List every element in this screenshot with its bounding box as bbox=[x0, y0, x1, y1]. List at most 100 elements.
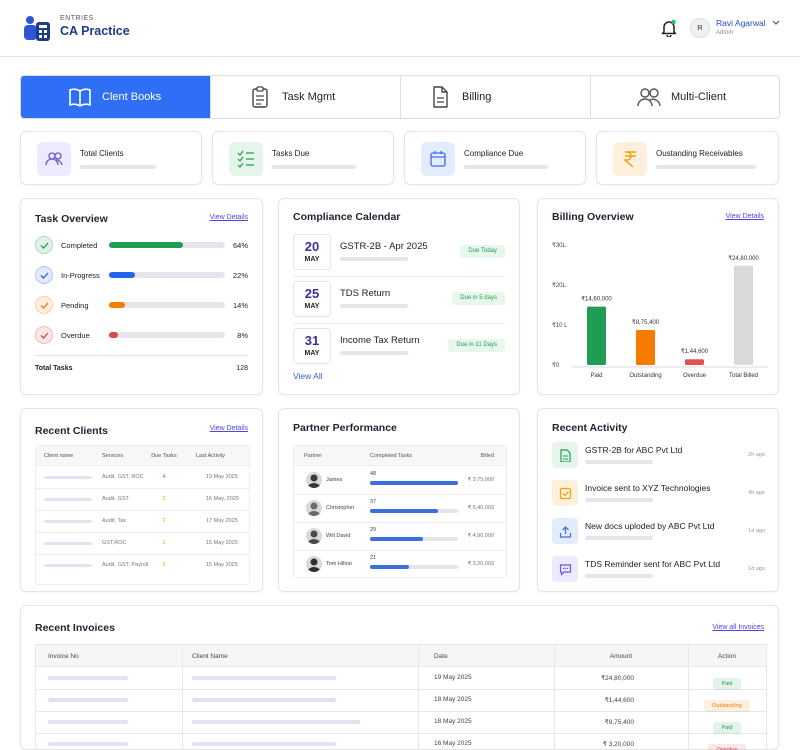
partner-panel: Partner Performance Partner Completed Task… bbox=[278, 408, 520, 592]
status-check bbox=[40, 332, 49, 339]
client-services: Audit, GST bbox=[102, 496, 129, 502]
placeholder-bar bbox=[44, 564, 92, 567]
tab[interactable]: Billing bbox=[400, 76, 591, 118]
view-link[interactable]: View all Invoices bbox=[712, 624, 764, 631]
row-divider bbox=[36, 711, 766, 712]
billing-panel: Billing Overview View Details ₹0 ₹10 L ₹20L ₹… bbox=[537, 198, 779, 395]
client-due-tasks: 2 bbox=[162, 562, 166, 568]
status-icon bbox=[35, 236, 53, 254]
header-divider bbox=[0, 56, 800, 57]
client-last-activity: 15 May 2025 bbox=[206, 562, 238, 568]
partner-avatar bbox=[306, 500, 322, 516]
logo bbox=[24, 16, 50, 41]
completed-count: 29 bbox=[370, 527, 377, 533]
activity-icon bbox=[552, 480, 578, 506]
client-due-tasks: 2 bbox=[162, 518, 166, 524]
activity-icon-glyph bbox=[559, 525, 571, 538]
bar bbox=[685, 359, 704, 365]
x-tick-label: Paid bbox=[590, 373, 602, 379]
activity-icon-glyph bbox=[559, 563, 571, 576]
tab-label: Multi-Client bbox=[671, 91, 727, 103]
divider bbox=[293, 323, 505, 324]
activity-text: TDS Reminder sent for ABC Pvt Ltd bbox=[585, 559, 721, 569]
tab-icon bbox=[433, 86, 448, 108]
compliance-title: TDS Return bbox=[340, 288, 391, 299]
placeholder-bar bbox=[48, 742, 128, 746]
column-header: Due Tasks bbox=[151, 453, 177, 459]
row-divider bbox=[36, 733, 766, 734]
invoice-amount: ₹24,80,000 bbox=[600, 675, 634, 682]
icon-shape bbox=[307, 511, 321, 516]
icon-shape bbox=[649, 88, 659, 98]
recent-clients-panel: Recent Clients View Details Client name Ser… bbox=[20, 408, 263, 592]
icon-shape bbox=[307, 539, 321, 544]
invoice-amount: ₹8,75,400 bbox=[604, 719, 634, 726]
table-header bbox=[36, 446, 249, 466]
progress-fill bbox=[370, 481, 458, 485]
client-due-tasks: 2 bbox=[162, 496, 166, 502]
placeholder-bar bbox=[44, 476, 92, 479]
column-divider bbox=[418, 645, 419, 750]
icon-shape bbox=[310, 502, 318, 510]
status-badge: Outstanding bbox=[688, 694, 766, 712]
progress-fill bbox=[109, 302, 126, 308]
bar bbox=[636, 329, 655, 365]
stat-icon bbox=[229, 142, 263, 176]
icon-shape bbox=[36, 22, 50, 41]
activity-time: 4h ago bbox=[748, 490, 765, 496]
row-divider bbox=[36, 554, 249, 555]
tab[interactable]: Multi-Client bbox=[590, 76, 779, 118]
status-label: Pending bbox=[61, 301, 89, 310]
icon-shape bbox=[307, 567, 321, 572]
partner-name: James bbox=[326, 477, 343, 483]
view-link[interactable]: View Details bbox=[209, 214, 248, 221]
stat-icon-glyph bbox=[430, 151, 446, 167]
invoice-date: 18 May 2025 bbox=[434, 718, 472, 725]
icon-shape bbox=[256, 86, 264, 92]
tab[interactable]: Task Mgmt bbox=[210, 76, 401, 118]
activity-panel: Recent Activity GSTR-2B for ABC Pvt Ltd 2h… bbox=[537, 408, 779, 592]
placeholder-bar bbox=[44, 542, 92, 545]
partner-name: Christopher bbox=[326, 505, 355, 511]
column-header: Invoice No bbox=[48, 653, 79, 660]
compliance-title: Income Tax Return bbox=[340, 335, 420, 346]
column-divider bbox=[688, 645, 689, 750]
icon-shape bbox=[772, 20, 780, 25]
placeholder-bar bbox=[340, 351, 408, 355]
billed-amount: ₹ 5,40,000 bbox=[467, 505, 494, 511]
progress-fill bbox=[109, 272, 135, 278]
panel-title: Billing Overview bbox=[552, 211, 634, 223]
stat-icon-glyph bbox=[45, 152, 63, 166]
avatar-figure bbox=[307, 502, 321, 516]
icon-shape bbox=[48, 152, 56, 160]
row-divider bbox=[294, 494, 506, 495]
icon-shape bbox=[40, 302, 49, 309]
status-percent: 8% bbox=[237, 331, 248, 340]
icon-shape bbox=[562, 455, 568, 459]
tab-icon bbox=[69, 88, 91, 107]
icon-shape bbox=[69, 88, 91, 107]
user-role: Admin bbox=[716, 30, 734, 36]
notification-bell bbox=[661, 19, 677, 37]
tab-label: Task Mgmt bbox=[282, 91, 336, 103]
progress-fill bbox=[370, 565, 409, 569]
user-name[interactable]: Ravi Agarwal bbox=[716, 18, 766, 28]
x-tick-label: Total Billed bbox=[729, 373, 758, 379]
status-label: In-Progress bbox=[61, 271, 100, 280]
view-all-link[interactable]: View All bbox=[293, 371, 323, 381]
status-percent: 22% bbox=[232, 271, 248, 280]
view-link[interactable]: View Details bbox=[725, 213, 764, 220]
y-tick-label: ₹30L bbox=[552, 242, 566, 249]
icon-shape bbox=[40, 332, 49, 339]
view-link[interactable]: View Details bbox=[209, 425, 248, 432]
divider bbox=[35, 355, 248, 356]
user-menu-chevron bbox=[772, 20, 780, 25]
x-tick-label: Outstanding bbox=[629, 373, 661, 379]
client-last-activity: 19 May 2025 bbox=[206, 474, 238, 480]
column-divider bbox=[554, 645, 555, 750]
icon-shape bbox=[310, 530, 318, 538]
partner-avatar bbox=[306, 556, 322, 572]
tab[interactable]: Clent Books bbox=[21, 76, 211, 118]
column-header: Billed bbox=[480, 453, 494, 459]
